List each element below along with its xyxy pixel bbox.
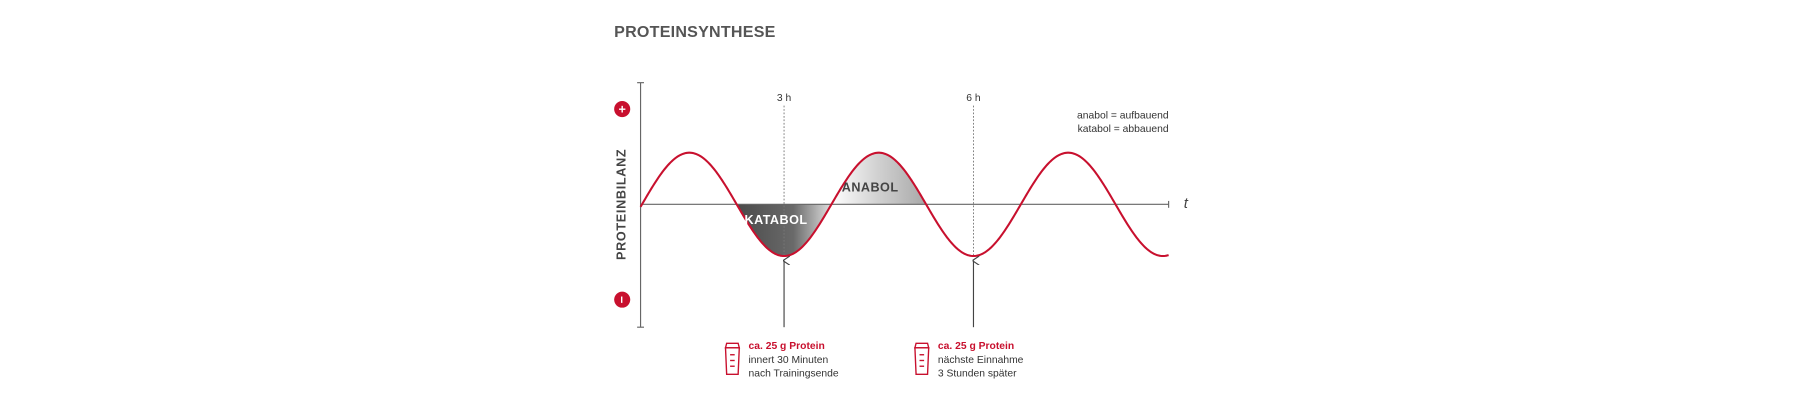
shaker-icon bbox=[724, 342, 741, 375]
region-fill bbox=[831, 152, 927, 205]
legend-entry: katabol = abbauend bbox=[1078, 124, 1169, 135]
minus-badge bbox=[614, 291, 631, 308]
note-line: innert 30 Minuten bbox=[748, 355, 828, 366]
note-line: nach Trainingsende bbox=[748, 369, 838, 380]
note-title: ca. 25 g Protein bbox=[938, 341, 1014, 352]
legend-entry: anabol = aufbauend bbox=[1077, 110, 1169, 121]
marker-label: 3 h bbox=[777, 93, 792, 104]
note-line: 3 Stunden später bbox=[938, 369, 1017, 380]
note-line: nächste Einnahme bbox=[938, 355, 1024, 366]
region-label: ANABOL bbox=[842, 181, 899, 195]
shaker-icon bbox=[914, 342, 930, 375]
plus-badge bbox=[614, 101, 631, 118]
note-title: ca. 25 g Protein bbox=[748, 341, 824, 352]
marker-label: 6 h bbox=[966, 93, 981, 104]
plus-sign: + bbox=[619, 103, 626, 117]
minus-sign: − bbox=[615, 296, 629, 303]
synthesis-curve bbox=[639, 151, 1169, 258]
y-axis-label: PROTEINBILANZ bbox=[615, 149, 629, 260]
title: PROTEINSYNTHESE bbox=[614, 23, 775, 41]
x-axis-label: t bbox=[1184, 195, 1189, 212]
region-label: KATABOL bbox=[745, 213, 808, 227]
